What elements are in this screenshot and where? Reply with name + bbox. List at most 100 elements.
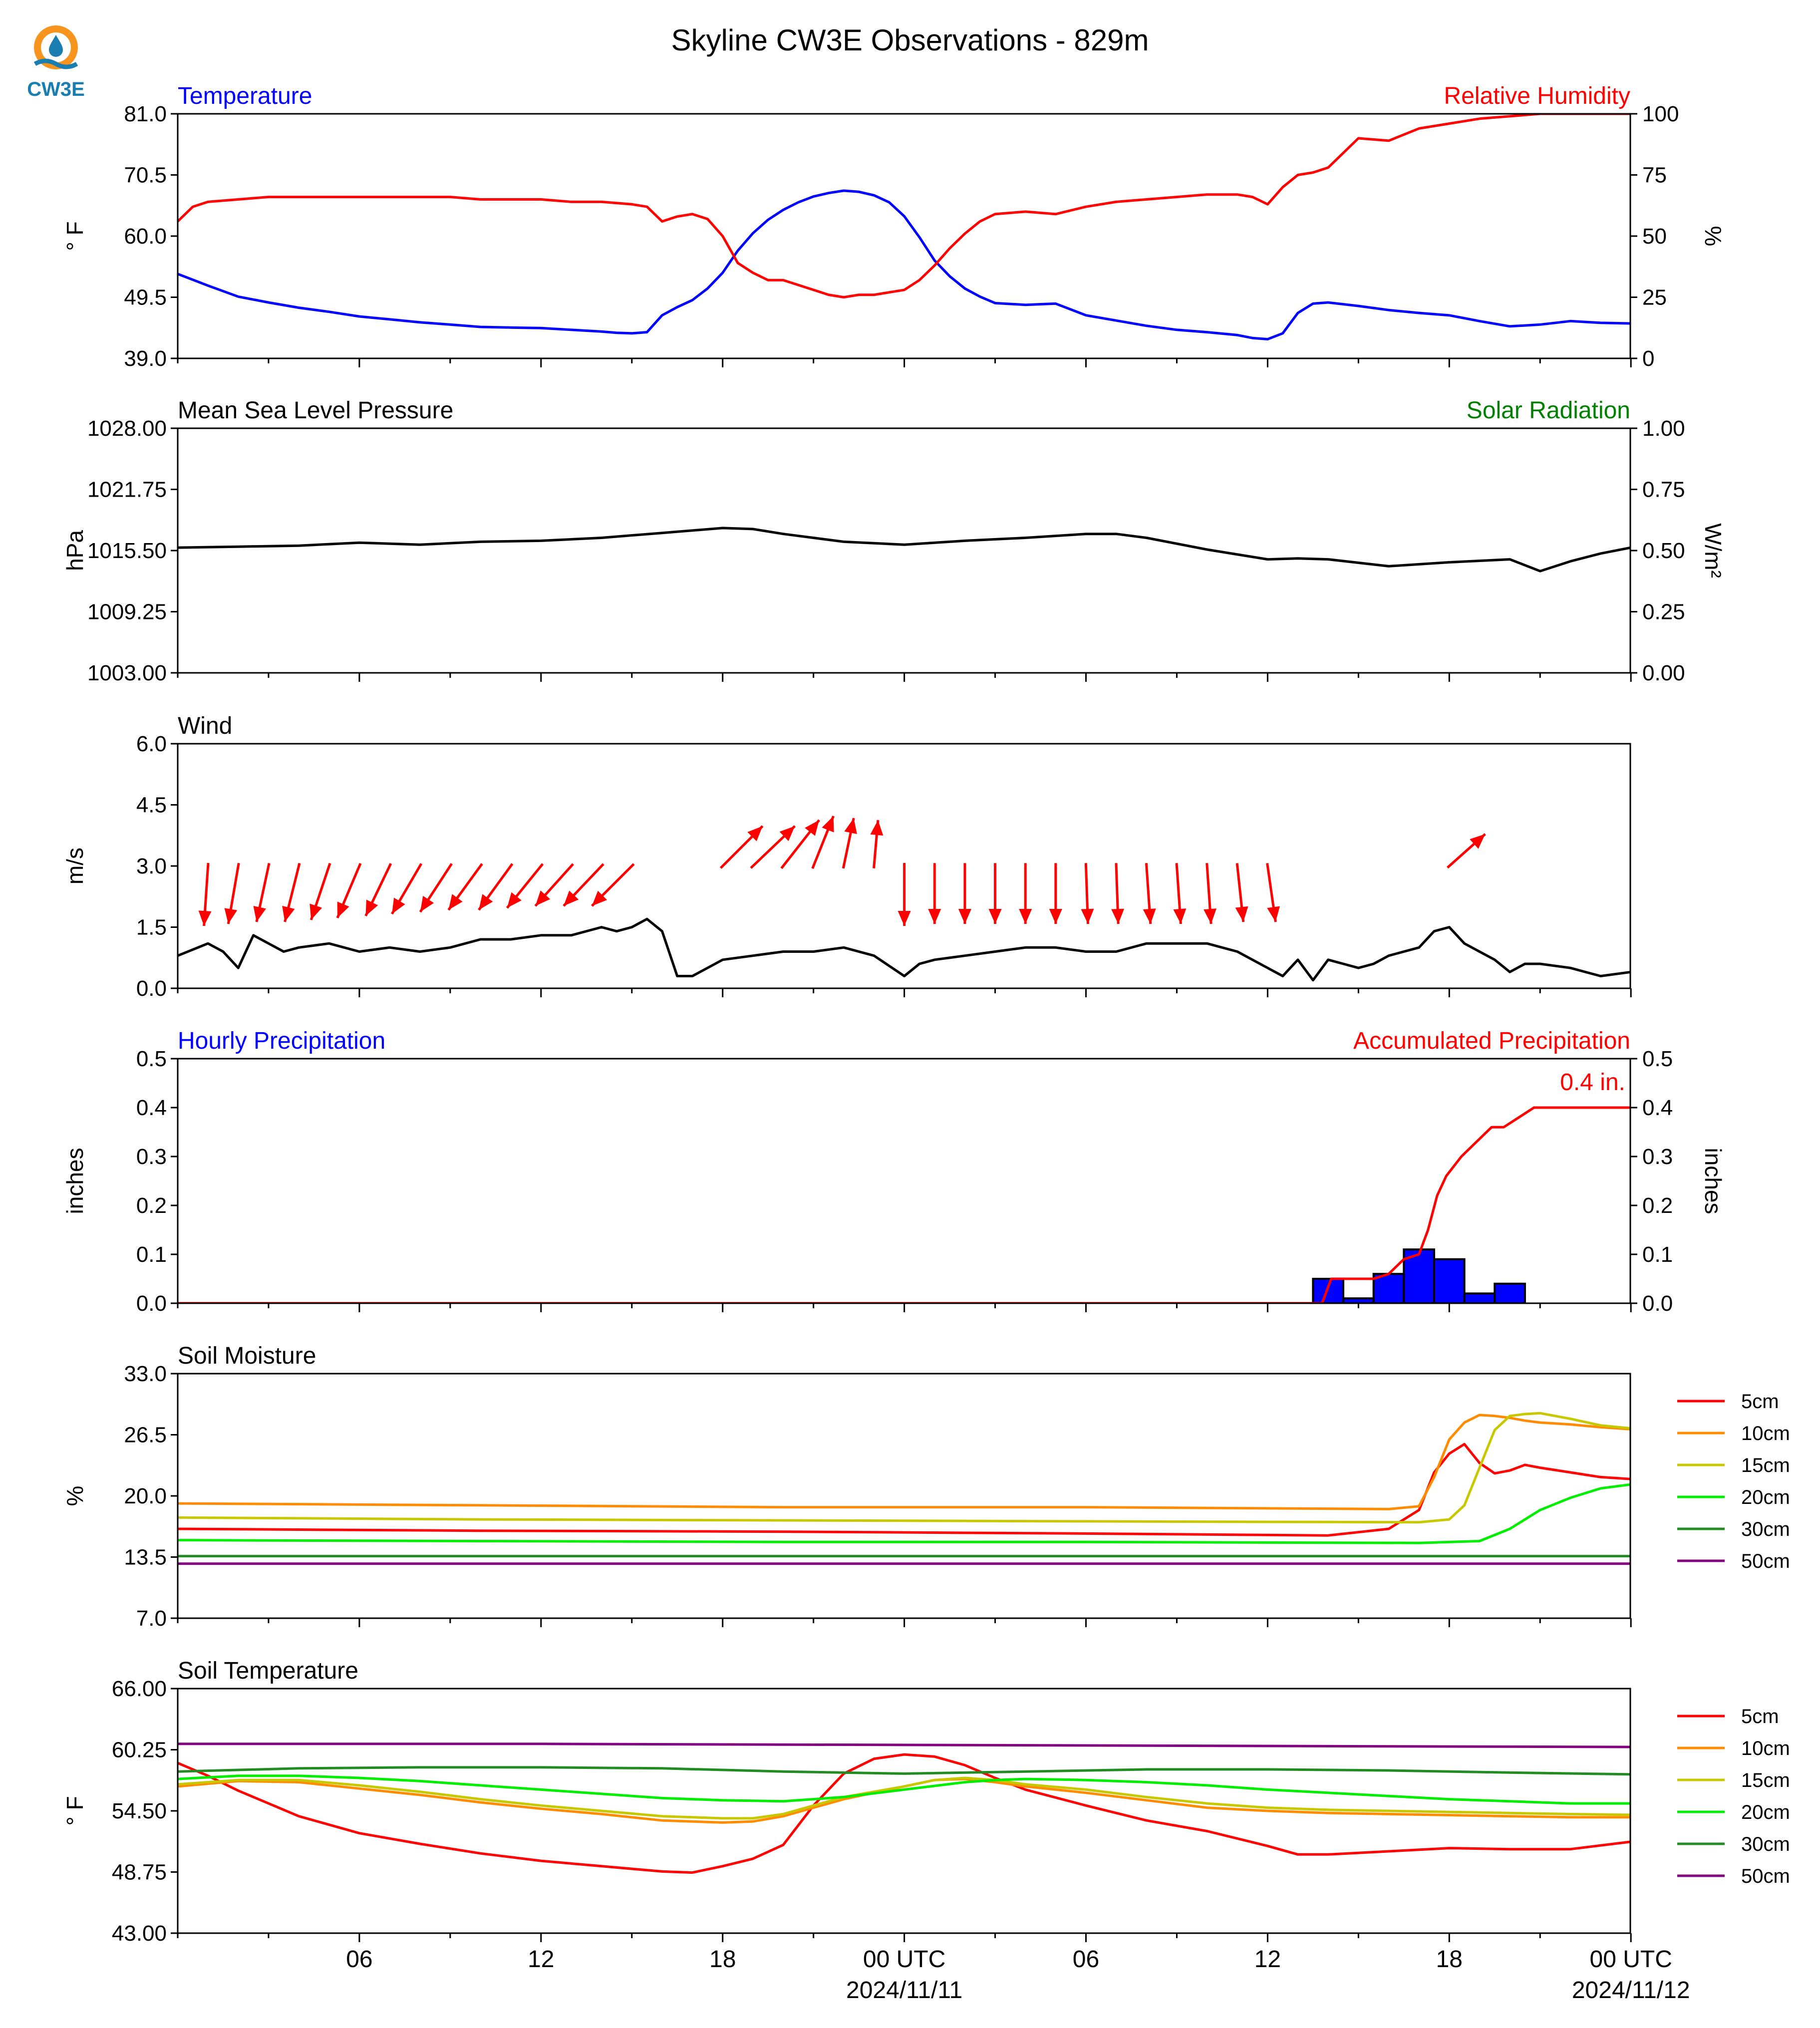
y-tick-label: 43.00 [112,1921,167,1946]
series-line-15cm [178,1412,1630,1524]
panel-wind: Wind 0.0 1.5 3.0 4.5 6.0 m/s [62,713,1632,1001]
series-line-30cm [178,1766,1630,1776]
panel-title-left: Soil Temperature [178,1658,358,1684]
wind-arrow-head [822,816,834,833]
series-line-20cm [178,1483,1630,1544]
y2-tick-label: 75 [1642,163,1667,188]
panel-pressure_solar: Mean Sea Level Pressure Solar Radiation 10… [62,397,1726,685]
wind-arrow-head [1049,909,1062,924]
wind-arrow-head [870,820,884,836]
y2-axis-label: inches [1700,1148,1726,1214]
y2-tick-label: 100 [1642,102,1679,126]
legend-label: 5cm [1741,1706,1779,1728]
legend-label: 10cm [1741,1738,1790,1759]
logo-wave-icon [33,58,78,69]
plot-area [178,1412,1630,1565]
wind-arrow-head [282,905,295,922]
y-tick-label: 4.5 [136,793,167,818]
legend: 5cm 10cm 15cm 20cm 30cm 50cm [1677,1706,1790,1887]
y2-tick-label: 0 [1642,346,1654,371]
y-tick-label: 0.3 [136,1145,167,1169]
legend-label: 10cm [1741,1423,1790,1445]
y-axis-label: ° F [62,221,88,251]
wind-arrow-head [928,909,941,924]
y-tick-label: 1021.75 [87,478,167,502]
y-tick-label: 3.0 [136,854,167,878]
y-tick-label: 60.25 [112,1738,167,1762]
y-tick-label: 49.5 [124,286,167,310]
panel-temperature_rh: Temperature Relative Humidity 39.0 49.5 60.0… [62,83,1726,371]
y2-tick-label: 1.00 [1642,416,1685,441]
x-tick-label: 18 [1436,1946,1463,1973]
wind-arrow-head [898,911,911,926]
wind-arrow-head [392,897,405,914]
y-tick-label: 1.5 [136,915,167,940]
x-axis-labels: 06 12 18 00 UTC 2024/11/11 06 12 18 00 UTC 2024/1… [346,1946,1690,2004]
panel-title-left: Soil Moisture [178,1343,316,1369]
y-axis-label: % [62,1486,88,1506]
y2-tick-label: 0.4 [1642,1096,1673,1120]
wind-arrow-head [1267,906,1280,922]
panel-title-right: Accumulated Precipitation [1353,1028,1630,1054]
x-date-label: 2024/11/11 [846,1977,962,2004]
y2-tick-label: 0.75 [1642,478,1685,502]
wind-arrow-head [198,910,212,926]
wind-arrow-head [224,908,238,924]
y-tick-label: 1028.00 [87,416,167,441]
panel-title-left: Mean Sea Level Pressure [178,397,453,424]
wind-arrow-head [592,890,607,906]
wind-arrow-head [1204,908,1217,924]
series-line-5cm [178,1443,1630,1537]
y-tick-label: 70.5 [124,163,167,188]
y-tick-label: 0.4 [136,1096,167,1120]
wind-arrow-head [1019,909,1032,924]
y-axis-label: inches [62,1148,88,1214]
wind-arrow-head [309,903,322,920]
series-line-5cm [178,1753,1630,1874]
wind-arrow-head [253,905,266,922]
y-tick-label: 66.00 [112,1677,167,1701]
wind-arrow-head [1173,908,1187,924]
wind-arrow-head [1111,908,1125,924]
wind-arrow-head [747,826,763,842]
y-tick-label: 0.5 [136,1047,167,1071]
series-line-relative-humidity [178,114,1630,298]
wind-arrow-head [958,909,971,924]
y-tick-label: 26.5 [124,1423,167,1448]
y-tick-label: 1003.00 [87,661,167,685]
wind-arrow-head [779,826,795,842]
wind-arrow-head [535,890,551,906]
y-tick-label: 0.0 [136,1291,167,1316]
panel-title-right: Solar Radiation [1467,397,1630,424]
precip-bar [1433,1258,1466,1303]
series-line-15cm [178,1776,1630,1820]
y-tick-label: 0.2 [136,1193,167,1218]
precip-bar [1312,1278,1345,1303]
wind-arrow-head [805,820,819,836]
x-tick-label: 18 [709,1946,736,1973]
wind-arrow-head [1470,834,1486,849]
y-tick-label: 6.0 [136,732,167,756]
y2-tick-label: 0.1 [1642,1242,1673,1267]
y2-tick-label: 0.5 [1642,1047,1673,1071]
legend-label: 30cm [1741,1833,1790,1855]
y2-axis-label: % [1700,226,1726,247]
panel-title-left: Wind [178,713,232,739]
legend-label: 50cm [1741,1865,1790,1887]
y2-tick-label: 0.25 [1642,600,1685,624]
x-tick-label: 12 [1254,1946,1281,1973]
series-line-10cm [178,1414,1630,1510]
wind-arrow-head [1081,908,1094,924]
series-line-mean-sea-level-pressure [178,527,1630,573]
wind-arrow-head [1235,906,1248,922]
x-tick-label: 06 [346,1946,372,1973]
y-tick-label: 13.5 [124,1545,167,1570]
panel-soil_temperature: Soil Temperature 43.00 48.75 54.50 60.25 66.0… [62,1658,1790,1946]
wind-arrow-head [448,894,463,910]
figure-title: Skyline CW3E Observations - 829m [671,23,1149,57]
legend: 5cm 10cm 15cm 20cm 30cm 50cm [1677,1391,1790,1572]
y2-tick-label: 0.2 [1642,1193,1673,1218]
panel-soil_moisture: Soil Moisture 7.0 13.5 20.0 26.5 33.0% 5cm 10cm… [62,1343,1790,1631]
